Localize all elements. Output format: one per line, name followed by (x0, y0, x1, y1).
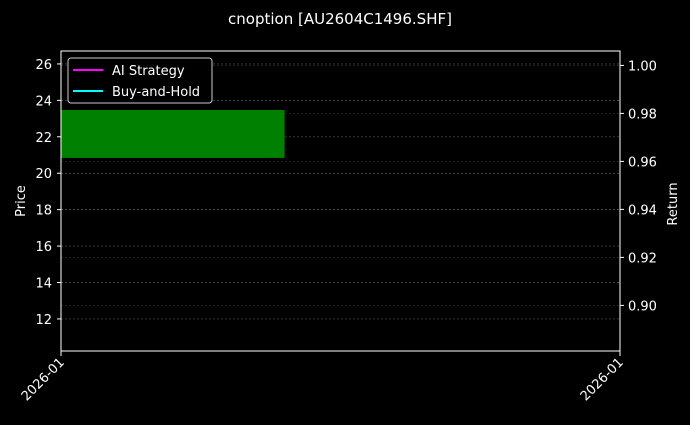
y-tick-label: 20 (35, 167, 52, 182)
legend-box (67, 57, 213, 104)
legend-label-ai-strategy: AI Strategy (112, 64, 185, 79)
chart-title: cnoption [AU2604C1496.SHF] (228, 10, 452, 28)
x-axis: 2026-01 2026-01 (19, 351, 627, 404)
y-tick-label: 22 (35, 131, 52, 146)
x-tick-label: 2026-01 (19, 355, 68, 404)
y2-axis: 0.90 0.92 0.94 0.96 0.98 1.00 (620, 59, 657, 314)
plot-frame (60, 50, 621, 352)
legend-label-buy-and-hold: Buy-and-Hold (112, 85, 200, 100)
y-tick-label: 14 (35, 277, 52, 292)
candles (61, 110, 285, 158)
y2-tick-label: 0.92 (628, 251, 657, 266)
y-tick-label: 24 (35, 94, 52, 109)
y-axis-label: Price (14, 185, 29, 217)
grid (61, 63, 620, 320)
y-tick-label: 26 (35, 58, 52, 73)
y2-axis-label: Return (666, 182, 681, 225)
y-axis: 12 14 16 18 20 22 24 26 (35, 58, 61, 328)
y2-tick-label: 0.90 (628, 299, 657, 314)
candle-body (61, 110, 285, 158)
y-tick-label: 18 (35, 204, 52, 219)
y2-tick-label: 0.98 (628, 107, 657, 122)
y2-tick-label: 0.94 (628, 203, 657, 218)
y2-tick-label: 1.00 (628, 59, 657, 74)
y-tick-label: 12 (35, 313, 52, 328)
x-tick-label: 2026-01 (578, 355, 627, 404)
y2-tick-label: 0.96 (628, 155, 657, 170)
y-tick-label: 16 (35, 240, 52, 255)
legend: AI Strategy Buy-and-Hold (67, 57, 213, 104)
